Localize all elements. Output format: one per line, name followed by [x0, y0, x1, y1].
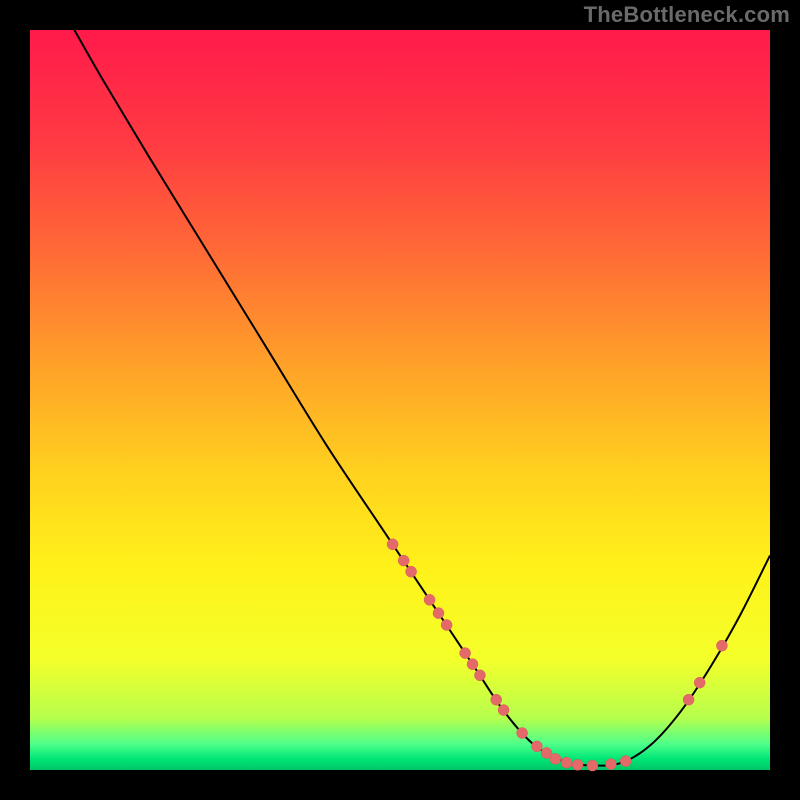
bottleneck-chart	[0, 0, 800, 800]
data-marker	[474, 670, 485, 681]
watermark-text: TheBottleneck.com	[584, 2, 790, 28]
data-marker	[441, 619, 452, 630]
data-marker	[398, 555, 409, 566]
data-marker	[572, 759, 583, 770]
data-marker	[406, 566, 417, 577]
data-marker	[694, 677, 705, 688]
data-marker	[605, 759, 616, 770]
data-marker	[517, 728, 528, 739]
data-marker	[683, 694, 694, 705]
data-marker	[620, 756, 631, 767]
data-marker	[531, 741, 542, 752]
data-marker	[424, 594, 435, 605]
data-marker	[433, 608, 444, 619]
data-marker	[498, 705, 509, 716]
data-marker	[716, 640, 727, 651]
data-marker	[467, 659, 478, 670]
data-marker	[550, 753, 561, 764]
data-marker	[460, 648, 471, 659]
data-marker	[491, 694, 502, 705]
data-marker	[387, 539, 398, 550]
data-marker	[587, 760, 598, 771]
plot-background	[30, 30, 770, 770]
data-marker	[561, 757, 572, 768]
